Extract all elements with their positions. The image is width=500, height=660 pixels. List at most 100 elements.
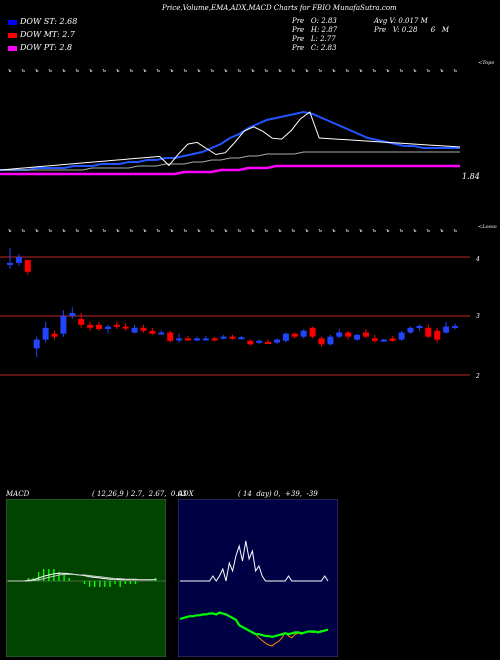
candle-body bbox=[265, 341, 272, 344]
tick-marker: ъ bbox=[103, 68, 107, 74]
lower-corner-label: <Losso bbox=[478, 224, 497, 230]
stat-low: Pre L: 2.77 bbox=[292, 35, 336, 43]
tick-marker: ъ bbox=[8, 228, 12, 234]
tick-marker: ъ bbox=[278, 68, 282, 74]
tick-marker: ъ bbox=[116, 68, 120, 74]
tick-marker: ъ bbox=[130, 68, 134, 74]
candle-body bbox=[371, 338, 378, 341]
candle-body bbox=[345, 332, 352, 337]
tick-marker: ъ bbox=[251, 68, 255, 74]
candle-body bbox=[300, 330, 307, 337]
candle-body bbox=[69, 313, 76, 316]
candle-body bbox=[416, 326, 423, 329]
legend-label-pt: DOW PT: 2.8 bbox=[20, 43, 73, 52]
candle-body bbox=[247, 340, 254, 345]
tick-marker: ъ bbox=[184, 68, 188, 74]
stat-high: Pre H: 2.87 bbox=[292, 26, 338, 34]
tick-marker: ъ bbox=[265, 68, 269, 74]
tick-marker: ъ bbox=[427, 68, 431, 74]
candle-body bbox=[140, 327, 147, 331]
legend-swatch-mt bbox=[8, 33, 17, 38]
candle-body bbox=[7, 262, 13, 265]
tick-marker: ъ bbox=[238, 228, 242, 234]
tick-marker: ъ bbox=[292, 68, 296, 74]
candle-body bbox=[131, 327, 138, 333]
stat-open: Pre O: 2.83 bbox=[292, 17, 337, 25]
tick-marker: ъ bbox=[170, 228, 174, 234]
tick-marker: ъ bbox=[413, 68, 417, 74]
candle-body bbox=[202, 338, 209, 341]
tick-marker: ъ bbox=[454, 228, 458, 234]
candle-body bbox=[167, 332, 174, 341]
upper-corner-label: <Topo bbox=[478, 60, 495, 66]
price-chart: ъ ъ ъ ъ ъ ъ ъ ъ ъ ъ ъ ъ ъ ъ ъ ъ ъ ъ ъ ъ ъ ъ ъ ъ ъ ъ ъ ъ ъ ъ ъ ъ ъ ъ ъ ъ ъ ъ ъ ъ… bbox=[0, 68, 470, 376]
macd-background bbox=[6, 499, 166, 657]
candle-body bbox=[42, 327, 49, 340]
candle-body bbox=[363, 332, 369, 337]
tick-marker: ъ bbox=[332, 228, 336, 234]
adx-params: ( 14 day) 0, +39, -39 bbox=[238, 490, 318, 498]
ema-line bbox=[0, 151, 460, 171]
candle-body bbox=[327, 336, 334, 345]
candle-body bbox=[256, 340, 263, 343]
tick-marker: ъ bbox=[157, 228, 161, 234]
candle-body bbox=[176, 338, 183, 341]
candle-body bbox=[104, 326, 111, 329]
tick-marker: ъ bbox=[346, 68, 350, 74]
candle-body bbox=[407, 327, 414, 333]
legend-swatch-pt bbox=[8, 46, 17, 51]
candle-body bbox=[51, 333, 58, 337]
tick-marker: ъ bbox=[265, 228, 269, 234]
tick-marker: ъ bbox=[49, 68, 53, 74]
tick-marker: ъ bbox=[35, 68, 39, 74]
tick-marker: ъ bbox=[62, 228, 66, 234]
tick-marker: ъ bbox=[440, 228, 444, 234]
candle-body bbox=[238, 337, 245, 340]
candle-body bbox=[443, 326, 450, 333]
candle-body bbox=[389, 338, 396, 341]
tick-marker: ъ bbox=[319, 228, 323, 234]
tick-marker: ъ bbox=[89, 68, 93, 74]
tick-marker: ъ bbox=[8, 68, 12, 74]
price-level-label: 4 bbox=[476, 256, 480, 263]
tick-marker: ъ bbox=[319, 68, 323, 74]
tick-marker: ъ bbox=[427, 228, 431, 234]
candle-body bbox=[211, 338, 218, 341]
tick-marker: ъ bbox=[197, 68, 201, 74]
tick-marker: ъ bbox=[157, 68, 161, 74]
tick-marker: ъ bbox=[373, 228, 377, 234]
candle-body bbox=[398, 332, 405, 340]
tick-marker: ъ bbox=[400, 228, 404, 234]
adx-line bbox=[180, 540, 329, 582]
tick-marker: ъ bbox=[116, 228, 120, 234]
tick-marker: ъ bbox=[197, 228, 201, 234]
candle-body bbox=[60, 316, 67, 334]
candle-body bbox=[336, 332, 343, 337]
macd-panel bbox=[6, 499, 166, 657]
stat-close: Pre C: 2.83 bbox=[292, 44, 337, 52]
tick-marker: ъ bbox=[278, 228, 282, 234]
tick-marker: ъ bbox=[22, 228, 26, 234]
candle-body bbox=[149, 330, 156, 334]
candle-body bbox=[87, 324, 94, 328]
tick-marker: ъ bbox=[170, 68, 174, 74]
candle-body bbox=[434, 330, 441, 340]
candle-body bbox=[122, 326, 129, 329]
tick-marker: ъ bbox=[454, 68, 458, 74]
ema-line bbox=[0, 110, 460, 171]
tick-marker: ъ bbox=[211, 228, 215, 234]
tick-marker: ъ bbox=[211, 68, 215, 74]
candle-body bbox=[282, 333, 289, 341]
macd-params: ( 12,26,9 ) 2.7, 2.67, 0.03 bbox=[92, 490, 187, 498]
tick-marker: ъ bbox=[224, 68, 228, 74]
chart-title: Price,Volume,EMA,ADX,MACD Charts for FBI… bbox=[162, 4, 397, 12]
candle-body bbox=[380, 339, 387, 342]
price-level-label: 2 bbox=[476, 373, 480, 380]
candle-body bbox=[425, 327, 432, 337]
tick-marker: ъ bbox=[143, 228, 147, 234]
candle-body bbox=[229, 336, 236, 339]
tick-marker: ъ bbox=[224, 228, 228, 234]
tick-marker: ъ bbox=[103, 228, 107, 234]
stat-prev-volume: Pre V: 0.28 6 M bbox=[374, 26, 450, 34]
macd-title: MACD bbox=[6, 490, 30, 498]
